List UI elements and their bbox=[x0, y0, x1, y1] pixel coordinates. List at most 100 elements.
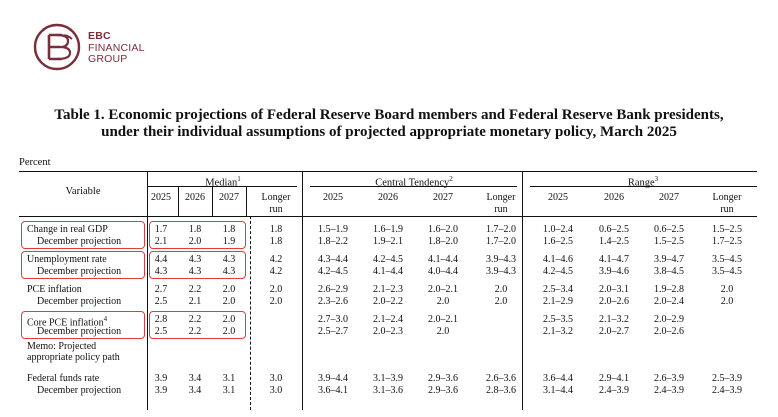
median-cell: 2.2 bbox=[188, 326, 202, 337]
row-label-footnote: 4 bbox=[103, 315, 108, 323]
median-cell: 3.1 bbox=[222, 385, 236, 396]
median-cell: 2.5 bbox=[154, 296, 168, 307]
central-cell: 3.1–3.9 bbox=[373, 373, 403, 384]
range-group-rule bbox=[530, 186, 757, 187]
median-cell: 3.4 bbox=[188, 373, 202, 384]
range-cell: 3.9–4.6 bbox=[599, 266, 629, 277]
range-cell: 2.0 bbox=[720, 296, 734, 307]
median-cell: 2.0 bbox=[222, 284, 236, 295]
central-cell: 2.6–3.6 bbox=[486, 373, 516, 384]
central-cell: 2.7–3.0 bbox=[318, 314, 348, 325]
range-cell: 1.4–2.5 bbox=[599, 236, 629, 247]
central-year-2027: 2027 bbox=[433, 192, 453, 203]
range-cell: 3.9–4.7 bbox=[654, 254, 684, 265]
range-header-text: Range bbox=[627, 177, 655, 189]
median-cell: 2.1 bbox=[188, 296, 202, 307]
row-label: Federal funds rate bbox=[27, 373, 100, 384]
median-cell: 4.3 bbox=[188, 254, 202, 265]
range-cell: 3.8–4.5 bbox=[654, 266, 684, 277]
median-cell: 4.3 bbox=[222, 266, 236, 277]
range-cell: 1.5–2.5 bbox=[654, 236, 684, 247]
range-cell: 2.0–3.1 bbox=[599, 284, 629, 295]
range-header-footnote: 3 bbox=[654, 175, 659, 183]
range-cell: 0.6–2.5 bbox=[599, 224, 629, 235]
central-cell: 2.0 bbox=[436, 326, 450, 337]
central-cell: 2.0–2.2 bbox=[373, 296, 403, 307]
central-cell: 2.8–3.6 bbox=[486, 385, 516, 396]
column-separator-1 bbox=[147, 171, 148, 410]
highlight-box-label-1 bbox=[21, 221, 145, 249]
median-cell: 4.2 bbox=[269, 266, 283, 277]
median-run-label: run bbox=[269, 204, 283, 215]
median-cell: 2.2 bbox=[188, 284, 202, 295]
median-header-text: Median bbox=[205, 177, 238, 189]
range-year-2025: 2025 bbox=[548, 192, 568, 203]
highlight-box-label-3 bbox=[21, 311, 145, 339]
memo-label-2: appropriate policy path bbox=[27, 352, 120, 363]
variable-header: Variable bbox=[65, 186, 101, 197]
row-label: Core PCE inflation4 bbox=[27, 314, 107, 328]
brand-logo: EBC FINANCIAL GROUP bbox=[32, 22, 172, 74]
central-group-rule bbox=[310, 186, 517, 187]
range-cell: 2.1–3.2 bbox=[543, 326, 573, 337]
range-cell: 4.1–4.7 bbox=[599, 254, 629, 265]
median-cell: 2.0 bbox=[188, 236, 202, 247]
highlight-box-label-2 bbox=[21, 251, 145, 279]
median-group-rule bbox=[148, 186, 297, 187]
central-cell: 1.8–2.2 bbox=[318, 236, 348, 247]
median-cell: 2.0 bbox=[222, 314, 236, 325]
median-cell: 3.1 bbox=[222, 373, 236, 384]
median-cell: 2.0 bbox=[222, 296, 236, 307]
column-separator-3 bbox=[522, 171, 523, 410]
central-cell: 1.7–2.0 bbox=[486, 224, 516, 235]
range-year-2026: 2026 bbox=[604, 192, 624, 203]
range-cell: 1.9–2.8 bbox=[654, 284, 684, 295]
highlight-box-median-3 bbox=[149, 311, 246, 339]
highlight-box-median-2 bbox=[149, 251, 246, 279]
central-tendency-header: Central Tendency2 bbox=[375, 174, 453, 189]
median-cell: 2.8 bbox=[154, 314, 168, 325]
central-cell: 4.1–4.4 bbox=[373, 266, 403, 277]
ebc-logo-icon bbox=[33, 23, 81, 71]
unit-label: Percent bbox=[19, 157, 51, 168]
range-cell: 2.5–3.9 bbox=[712, 373, 742, 384]
row-label: PCE inflation bbox=[27, 284, 82, 295]
median-longer-run-dash bbox=[250, 216, 251, 410]
range-cell: 2.4–3.9 bbox=[654, 385, 684, 396]
range-cell: 2.9–4.1 bbox=[599, 373, 629, 384]
range-cell: 2.4–3.9 bbox=[599, 385, 629, 396]
central-cell: 2.0 bbox=[436, 296, 450, 307]
median-cell: 2.5 bbox=[154, 326, 168, 337]
median-longer-label: Longer bbox=[261, 192, 291, 203]
central-cell: 3.9–4.4 bbox=[318, 373, 348, 384]
central-cell: 3.6–4.1 bbox=[318, 385, 348, 396]
range-year-2027: 2027 bbox=[659, 192, 679, 203]
range-cell: 2.0–2.9 bbox=[654, 314, 684, 325]
highlight-box-median-1 bbox=[149, 221, 246, 249]
range-cell: 1.5–2.5 bbox=[712, 224, 742, 235]
central-cell: 3.1–3.6 bbox=[373, 385, 403, 396]
range-cell: 2.5–3.5 bbox=[543, 314, 573, 325]
memo-label: Memo: Projected bbox=[27, 341, 97, 352]
median-cell: 4.3 bbox=[222, 254, 236, 265]
column-separator-2 bbox=[302, 171, 303, 410]
range-cell: 2.0–2.6 bbox=[654, 326, 684, 337]
median-cell: 2.7 bbox=[154, 284, 168, 295]
median-cell: 3.4 bbox=[188, 385, 202, 396]
median-cell: 4.4 bbox=[154, 254, 168, 265]
median-cell: 3.0 bbox=[269, 373, 283, 384]
range-cell: 2.6–3.9 bbox=[654, 373, 684, 384]
header-bottom-rule bbox=[19, 216, 757, 217]
range-cell: 1.7–2.5 bbox=[712, 236, 742, 247]
central-cell: 4.2–4.5 bbox=[373, 254, 403, 265]
central-cell: 2.3–2.6 bbox=[318, 296, 348, 307]
median-cell: 1.9 bbox=[222, 236, 236, 247]
median-cell: 1.8 bbox=[269, 224, 283, 235]
central-cell: 3.9–4.3 bbox=[486, 254, 516, 265]
range-cell: 4.2–4.5 bbox=[543, 266, 573, 277]
central-year-2026: 2026 bbox=[378, 192, 398, 203]
row-label: December projection bbox=[37, 236, 122, 247]
table-title-line-1: Table 1. Economic projections of Federal… bbox=[54, 107, 724, 123]
range-cell: 2.0–2.7 bbox=[599, 326, 629, 337]
median-cell: 1.8 bbox=[269, 236, 283, 247]
